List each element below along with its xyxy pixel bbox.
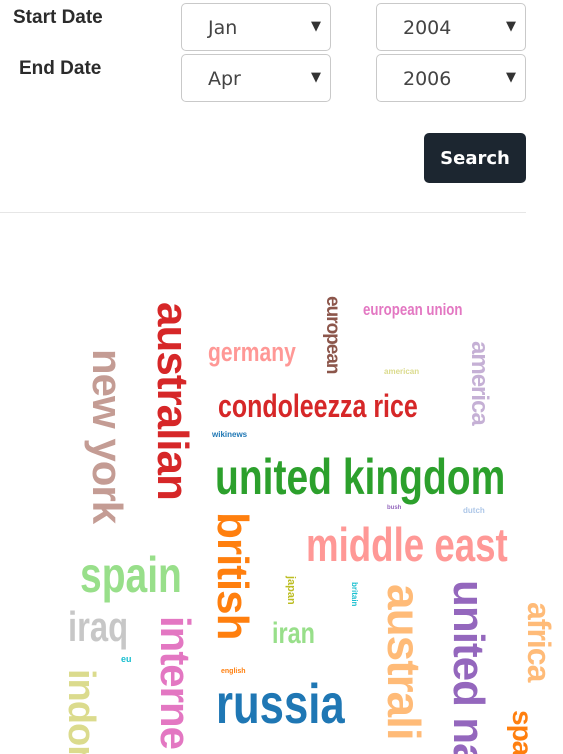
word-britain: britain	[350, 582, 359, 607]
word-european-union: european union	[363, 300, 463, 319]
end-month-select[interactable]: Apr ▼	[181, 54, 331, 102]
word-japan: japan	[285, 576, 297, 605]
word-germany: germany	[208, 337, 296, 367]
word-australi: australi	[378, 584, 430, 740]
word-english: english	[221, 668, 246, 675]
word-eu: eu	[121, 654, 132, 664]
word-united-na: united na	[444, 580, 493, 754]
word-iran: iran	[272, 617, 315, 650]
word-european: european	[322, 296, 343, 374]
search-button[interactable]: Search	[424, 133, 526, 183]
end-year-value: 2006	[403, 68, 452, 90]
start-year-value: 2004	[403, 17, 452, 39]
word-spa: spa	[507, 710, 538, 754]
word-spain: spain	[80, 547, 182, 603]
word-dutch: dutch	[463, 506, 485, 515]
word-indor: indor	[60, 669, 102, 754]
word-australian: australian	[148, 302, 197, 500]
end-month-value: Apr	[208, 68, 241, 90]
divider	[0, 212, 526, 213]
chevron-down-icon: ▼	[506, 19, 516, 34]
start-date-label: Start Date	[13, 7, 103, 28]
word-america: america	[466, 341, 493, 425]
word-new-york: new york	[84, 349, 131, 524]
word-cloud: united kingdom middle east russia spain …	[0, 214, 563, 754]
word-russia: russia	[216, 672, 345, 735]
word-middle-east: middle east	[306, 518, 508, 571]
word-american: american	[384, 367, 420, 376]
chevron-down-icon: ▼	[311, 70, 321, 85]
word-bush: bush	[387, 505, 402, 511]
word-africa: africa	[521, 602, 557, 682]
end-year-select[interactable]: 2006 ▼	[376, 54, 526, 102]
word-united-kingdom: united kingdom	[215, 449, 506, 505]
word-interne: interne	[152, 616, 199, 750]
start-month-value: Jan	[208, 17, 238, 39]
end-date-label: End Date	[19, 58, 102, 79]
start-year-select[interactable]: 2004 ▼	[376, 3, 526, 51]
start-month-select[interactable]: Jan ▼	[181, 3, 331, 51]
chevron-down-icon: ▼	[506, 70, 516, 85]
word-wikinews: wikinews	[212, 430, 248, 439]
chevron-down-icon: ▼	[311, 19, 321, 34]
word-british: british	[208, 512, 257, 640]
word-iraq: iraq	[68, 603, 129, 650]
word-condoleezza-rice: condoleezza rice	[218, 388, 418, 424]
